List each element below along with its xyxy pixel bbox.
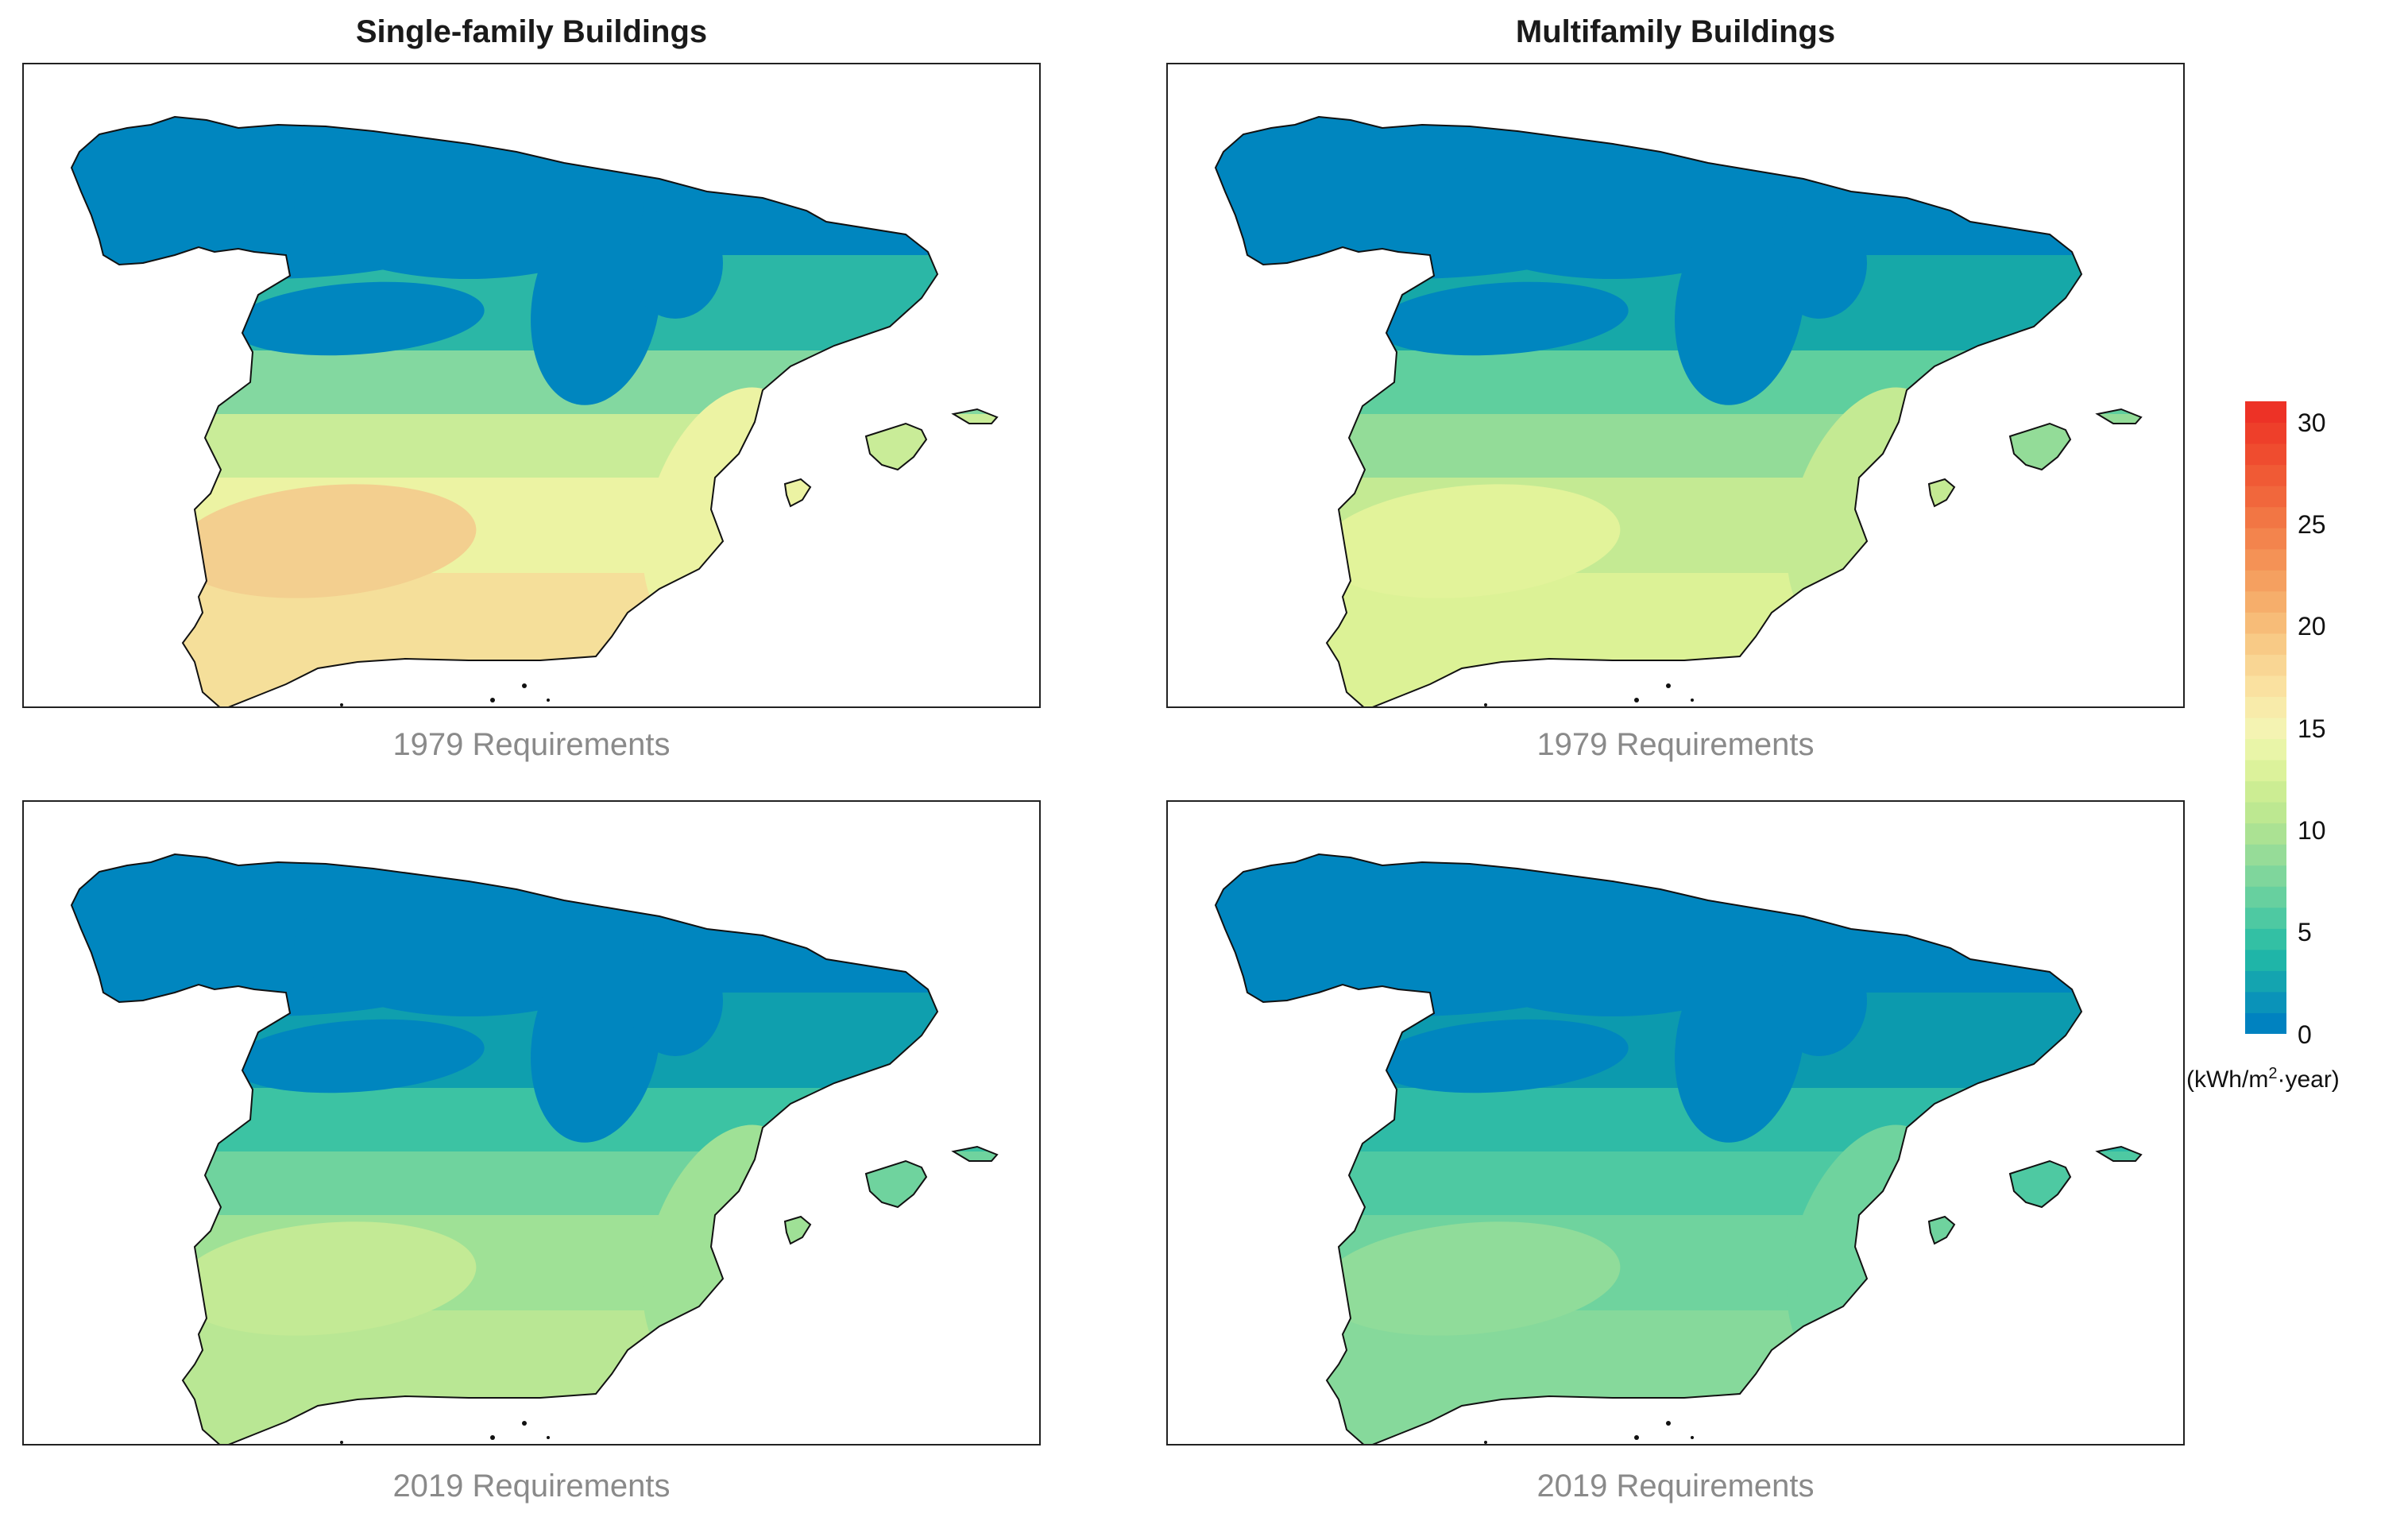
colorbar-segment <box>2245 886 2286 908</box>
panel-caption: 2019 Requirements <box>392 1469 671 1504</box>
spain-map <box>70 853 999 1444</box>
colorbar <box>2245 401 2286 1034</box>
spain-map <box>70 115 999 706</box>
colorbar-segment <box>2245 780 2286 803</box>
spain-map <box>1214 115 2143 706</box>
colorbar-segment <box>2245 443 2286 466</box>
panel-caption: 1979 Requirements <box>1536 727 1815 762</box>
colorbar-segment <box>2245 822 2286 845</box>
colorbar-segment <box>2245 401 2286 424</box>
map-panel-multifamily-2019 <box>1166 800 2185 1446</box>
colorbar-segment <box>2245 570 2286 592</box>
colorbar-tick: 25 <box>2298 510 2326 539</box>
colorbar-tick: 20 <box>2298 612 2326 641</box>
map-panel-multifamily-1979 <box>1166 63 2185 708</box>
colorbar-segment <box>2245 590 2286 613</box>
panel-caption: 1979 Requirements <box>392 727 671 762</box>
colorbar-segment <box>2245 865 2286 887</box>
colorbar-segment <box>2245 675 2286 697</box>
colorbar-segment <box>2245 907 2286 929</box>
colorbar-segment <box>2245 548 2286 571</box>
heat-field <box>72 854 997 1444</box>
heat-field <box>72 117 997 706</box>
colorbar-unit-label: (kWh/m2·year) <box>2186 1065 2340 1093</box>
colorbar-segment <box>2245 970 2286 993</box>
colorbar-segment <box>2245 612 2286 634</box>
heat-field <box>1216 117 2141 706</box>
colorbar-tick: 10 <box>2298 816 2326 845</box>
heat-field <box>1216 854 2141 1444</box>
panel-caption: 2019 Requirements <box>1536 1469 1815 1504</box>
colorbar-segment <box>2245 718 2286 740</box>
colorbar-segment <box>2245 654 2286 676</box>
colorbar-tick: 5 <box>2298 918 2312 946</box>
colorbar-segment <box>2245 928 2286 950</box>
map-panel-single-family-2019 <box>22 800 1041 1446</box>
spain-map <box>1214 853 2143 1444</box>
colorbar-segment <box>2245 422 2286 444</box>
colorbar-segment <box>2245 1012 2286 1034</box>
colorbar-segment <box>2245 506 2286 528</box>
colorbar-segment <box>2245 528 2286 550</box>
map-panel-single-family-1979 <box>22 63 1041 708</box>
colorbar-segment <box>2245 949 2286 971</box>
colorbar-tick: 30 <box>2298 408 2326 437</box>
column-title-single-family: Single-family Buildings <box>355 14 708 49</box>
colorbar-segment <box>2245 802 2286 824</box>
colorbar-segment <box>2245 844 2286 866</box>
colorbar-segment <box>2245 738 2286 760</box>
colorbar-segment <box>2245 991 2286 1013</box>
colorbar-segment <box>2245 486 2286 508</box>
colorbar-tick: 0 <box>2298 1020 2312 1049</box>
colorbar-segment <box>2245 760 2286 782</box>
colorbar-segment <box>2245 464 2286 486</box>
colorbar-tick: 15 <box>2298 714 2326 743</box>
colorbar-segment <box>2245 633 2286 655</box>
colorbar-segment <box>2245 696 2286 718</box>
column-title-multifamily: Multifamily Buildings <box>1515 14 1836 49</box>
